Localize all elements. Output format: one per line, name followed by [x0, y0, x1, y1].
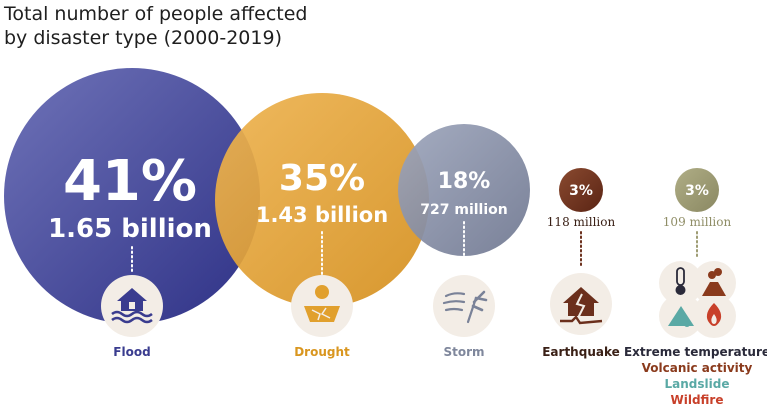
bubble-earthquake	[559, 168, 603, 212]
landslide-icon	[668, 306, 694, 327]
icon-bg-storm	[433, 275, 495, 337]
label-percent-earthquake: 3%	[569, 183, 593, 199]
label-amount-earthquake: 118 million	[547, 215, 616, 229]
storm-wind-icon	[442, 290, 488, 324]
label-amount-flood: 1.65 billion	[48, 214, 212, 244]
category-label-wildfire: Wildfire	[670, 393, 723, 407]
chart-title-line-1: Total number of people affected	[4, 3, 308, 25]
earthquake-house-icon	[560, 287, 603, 325]
category-label-landslide: Landslide	[665, 377, 730, 391]
label-percent-storm: 18%	[438, 169, 491, 194]
label-percent-drought: 35%	[279, 158, 365, 199]
cracked-earth-sun-icon	[304, 285, 340, 322]
combined-hazards-icon	[659, 261, 736, 338]
label-amount-storm: 727 million	[420, 202, 507, 218]
category-label-volcanic-activity: Volcanic activity	[642, 361, 753, 375]
label-percent-flood: 41%	[63, 149, 197, 214]
bubble-other	[675, 168, 719, 212]
category-label-earthquake: Earthquake	[542, 345, 620, 359]
label-amount-other: 109 million	[663, 215, 732, 229]
chart-title-line-2: by disaster type (2000-2019)	[4, 27, 282, 49]
category-label-storm: Storm	[443, 345, 484, 359]
category-label-flood: Flood	[113, 345, 150, 359]
label-amount-drought: 1.43 billion	[256, 203, 388, 227]
bubble-flood	[4, 68, 260, 324]
bubble-drought	[215, 93, 429, 307]
thermometer-icon	[675, 267, 686, 295]
bubble-storm	[398, 124, 530, 256]
category-label-drought: Drought	[294, 345, 350, 359]
volcano-icon	[702, 268, 726, 296]
category-label-extreme-temperature: Extreme temperature	[624, 345, 767, 359]
icon-bg-extreme-temperature	[659, 261, 703, 305]
wildfire-icon	[706, 303, 722, 326]
label-percent-other: 3%	[685, 183, 709, 199]
flooded-house-icon	[111, 288, 153, 324]
chart-title: Total number of people affected by disas…	[4, 2, 424, 50]
